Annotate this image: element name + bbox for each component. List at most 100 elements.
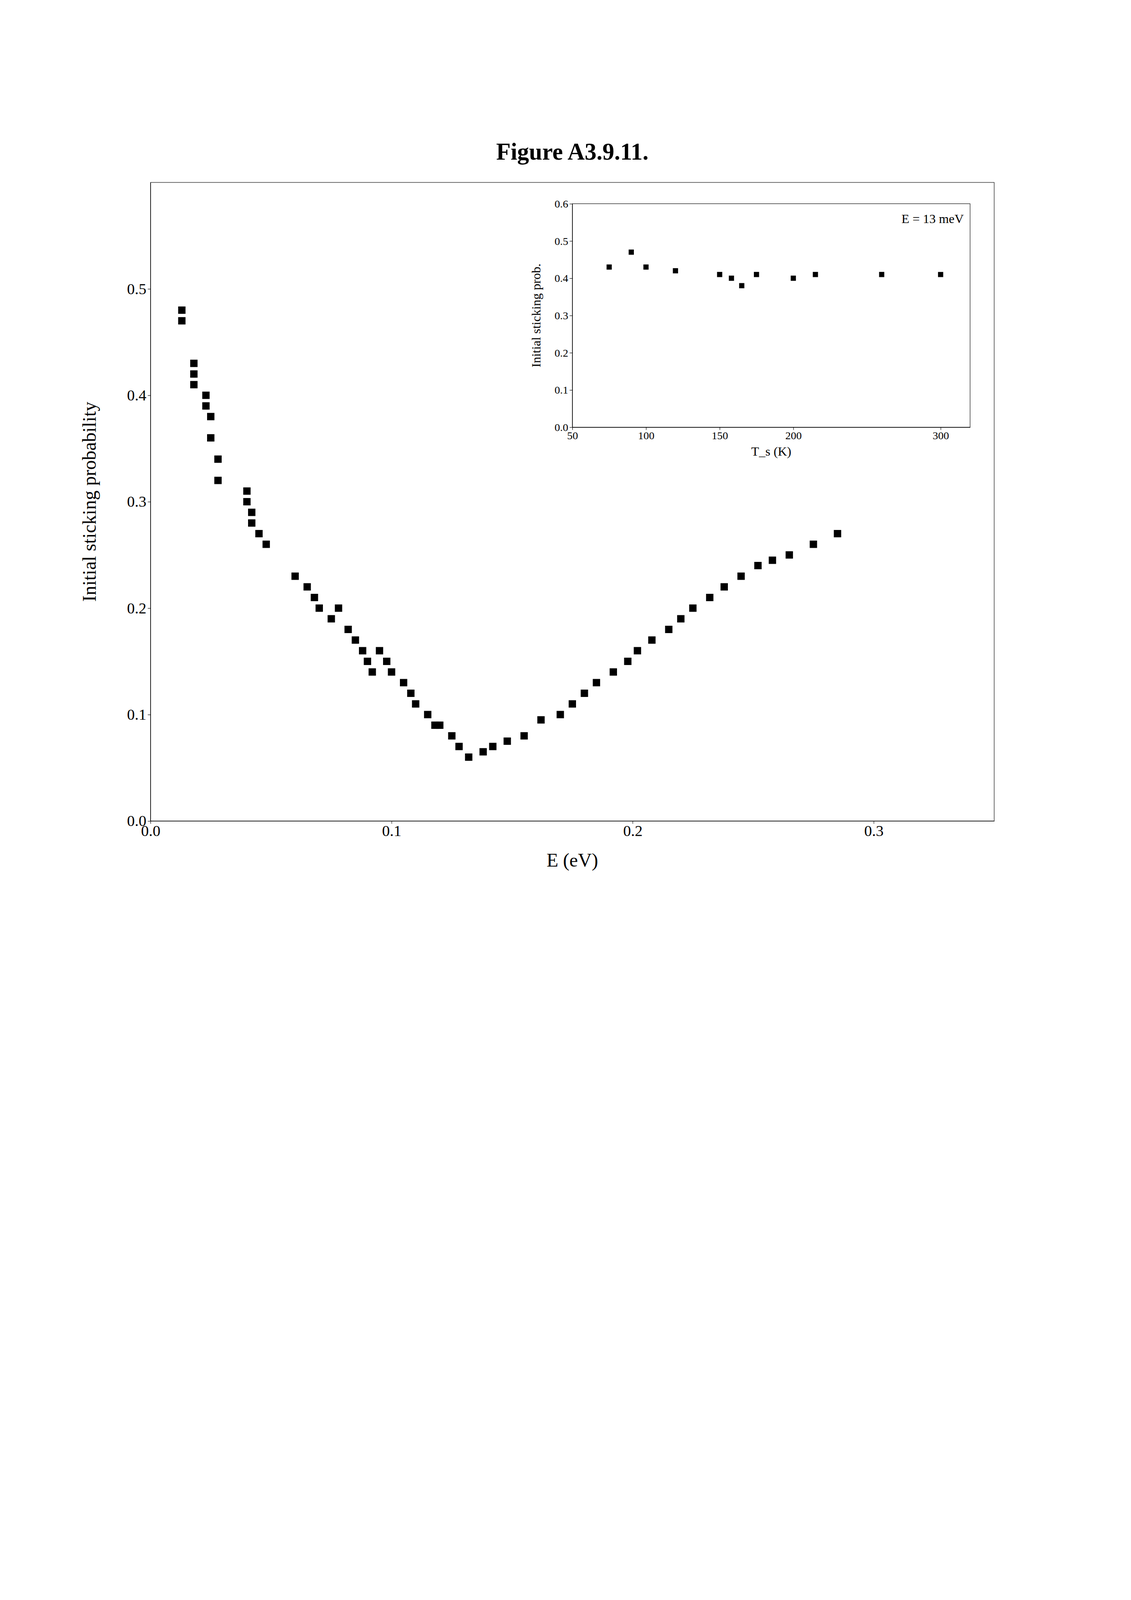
point — [190, 370, 198, 378]
point — [648, 636, 656, 644]
plot-frame — [150, 182, 995, 821]
point — [248, 508, 256, 516]
point — [609, 668, 618, 676]
point — [556, 710, 565, 719]
tick: 0.5 — [127, 280, 151, 298]
plot-background — [572, 203, 971, 428]
point — [243, 498, 251, 506]
tick: 0.1 — [554, 383, 573, 396]
axis-line — [150, 182, 151, 822]
tick: 0.1 — [382, 820, 402, 840]
tick-label: 300 — [932, 429, 950, 442]
point — [664, 625, 673, 633]
tick: 200 — [785, 427, 802, 442]
tick-label: 0.2 — [127, 599, 147, 617]
tick-label: 0.3 — [864, 822, 884, 840]
tick-mark — [569, 203, 573, 205]
point — [809, 540, 818, 548]
point — [768, 556, 777, 564]
tick-mark — [147, 820, 151, 822]
point — [503, 737, 511, 745]
point — [580, 689, 588, 697]
point — [624, 657, 632, 665]
point — [291, 572, 299, 580]
point — [592, 679, 601, 687]
point — [672, 268, 678, 274]
tick-mark — [147, 395, 151, 396]
page: 0.00.10.20.30.00.10.20.30.40.5E (eV)Init… — [0, 0, 1131, 1600]
tick-label: 0.6 — [554, 197, 569, 210]
tick: 0.3 — [127, 492, 151, 510]
point — [207, 434, 215, 442]
point — [315, 604, 323, 612]
tick-label: 0.5 — [127, 280, 147, 298]
point — [465, 753, 473, 761]
point — [677, 615, 685, 623]
point — [720, 583, 728, 591]
tick-label: 0.0 — [554, 421, 569, 434]
axis-line — [572, 427, 971, 428]
point — [411, 700, 420, 708]
axis-line — [572, 203, 573, 428]
tick: 150 — [711, 427, 729, 442]
tick: 0.1 — [127, 705, 151, 723]
point — [424, 710, 432, 719]
point — [606, 264, 612, 270]
point — [879, 271, 885, 277]
point — [334, 604, 343, 612]
point — [351, 636, 359, 644]
tick: 0.4 — [554, 272, 573, 285]
point — [202, 402, 210, 410]
tick: 0.3 — [554, 309, 573, 322]
point — [383, 657, 391, 665]
point — [368, 668, 376, 676]
point — [716, 271, 722, 277]
point — [689, 604, 697, 612]
tick-mark — [147, 501, 151, 503]
main-chart: 0.00.10.20.30.00.10.20.30.40.5E (eV)Init… — [78, 138, 995, 872]
point — [178, 306, 186, 314]
tick: 50 — [567, 427, 579, 442]
y-axis-title: Initial sticking prob. — [529, 263, 544, 368]
point — [455, 742, 463, 751]
tick: 0.5 — [554, 235, 573, 248]
plot-background — [150, 182, 995, 821]
point — [190, 359, 198, 368]
tick-label: 0.3 — [554, 309, 569, 322]
tick: 0.2 — [622, 820, 643, 840]
point — [255, 529, 263, 538]
point — [303, 583, 312, 591]
point — [243, 487, 251, 495]
tick-mark — [569, 427, 573, 428]
tick-label: 100 — [638, 429, 655, 442]
point — [489, 742, 497, 751]
tick-mark — [569, 315, 573, 317]
point — [375, 647, 384, 655]
point — [633, 647, 642, 655]
tick-mark — [147, 714, 151, 716]
tick: 0.4 — [127, 386, 151, 404]
tick: 0.2 — [554, 347, 573, 359]
tick-label: 0.5 — [554, 235, 569, 248]
point — [310, 593, 318, 602]
point — [178, 316, 186, 325]
y-axis: 0.0 0.1 0.2 0.3 0.4 0.5 0.6 — [554, 197, 573, 434]
axis-line — [150, 820, 995, 822]
point — [214, 476, 222, 484]
point — [207, 412, 215, 421]
point — [248, 519, 256, 527]
point — [479, 747, 487, 756]
point — [448, 731, 456, 740]
tick-label: 50 — [567, 429, 579, 442]
point — [812, 271, 818, 277]
annotation: E = 13 meV — [901, 211, 964, 226]
point — [344, 625, 352, 633]
y-axis: 0.00.10.20.30.40.5 — [127, 182, 151, 830]
point — [190, 380, 198, 389]
tick: 100 — [638, 427, 655, 442]
tick-label: 0.4 — [127, 386, 147, 404]
y-axis-title: Initial sticking probability — [78, 401, 100, 602]
point — [363, 657, 372, 665]
point — [435, 721, 444, 729]
point — [790, 275, 796, 281]
